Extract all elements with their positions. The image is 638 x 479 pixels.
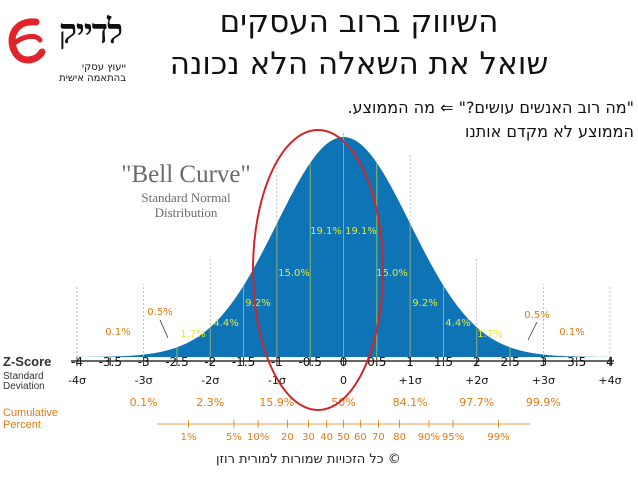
band-percent-label: 15.0%: [278, 268, 310, 279]
band-percent-label: 0.5%: [524, 310, 549, 321]
subtitle-line1: "מה רוב האנשים עושים?" ⇐ מה הממוצע.: [347, 98, 634, 117]
sd-row-label-line1: Standard: [3, 371, 44, 382]
sd-tick-label: +2σ: [465, 374, 488, 387]
cumulative-tick-label: 97.7%: [459, 396, 494, 409]
band-percent-label: 4.4%: [445, 318, 470, 329]
percentile-tick-label: 30: [302, 432, 315, 443]
logo-swirl-icon: [8, 18, 46, 64]
axis-layer: [71, 357, 614, 428]
percentile-tick-label: 5%: [226, 432, 242, 443]
sd-row-label-line2: Deviation: [3, 381, 45, 392]
band-percent-label: 19.1%: [310, 226, 342, 237]
sd-tick-label: -2σ: [201, 374, 219, 387]
zscore-tick-label: 3: [540, 355, 548, 369]
chart-subtitle-line2: Distribution: [155, 205, 218, 220]
page-title-line1: השיווק ברוב העסקים: [219, 4, 499, 40]
band-percent-label: 0.1%: [105, 327, 130, 338]
band-percent-label: 9.2%: [412, 298, 437, 309]
highlight-circle: [252, 129, 384, 411]
copyright-footer: © כל הזכויות שמורות למורית רוזן: [216, 452, 401, 467]
subtitle-line2: הממוצע לא מקדם אותנו: [464, 122, 634, 141]
logo-tagline: ייעוץ עסקי בהתאמה אישית: [8, 62, 126, 84]
zscore-tick-label: 0: [340, 355, 348, 369]
percentile-tick-label: 80: [393, 432, 406, 443]
zscore-row-label: Z-Score: [3, 354, 51, 369]
zscore-tick-label: -4: [71, 355, 83, 369]
cumulative-row-label-line1: Cumulative: [3, 407, 58, 419]
page-title-line2: שואל את השאלה הלא נכונה: [169, 46, 549, 82]
sd-tick-label: +3σ: [532, 374, 555, 387]
zscore-tick-label: -2.5: [165, 355, 188, 369]
sd-tick-label: +1σ: [399, 374, 422, 387]
logo: לדייק ייעוץ עסקי בהתאמה אישית: [6, 4, 126, 84]
cumulative-tick-label: 84.1%: [393, 396, 428, 409]
zscore-tick-label: 2.5: [501, 355, 520, 369]
label-layer: 0.1% 0.5% 1.7% 4.4% 9.2% 15.0% 19.1% 19.1% 15.0%…: [3, 226, 622, 443]
zscore-tick-label: -1.5: [232, 355, 255, 369]
zscore-tick-label: 4: [606, 355, 614, 369]
percentile-tick-label: 90%: [418, 432, 440, 443]
percentile-tick-label: 70: [372, 432, 385, 443]
zscore-tick-label: 1: [406, 355, 414, 369]
percentile-tick-label: 50: [337, 432, 350, 443]
percentile-tick-label: 95%: [442, 432, 464, 443]
cumulative-tick-label: 2.3%: [196, 396, 224, 409]
band-percent-label: 0.1%: [559, 327, 584, 338]
zscore-tick-label: -1: [271, 355, 283, 369]
zscore-tick-label: 1.5: [434, 355, 453, 369]
percentile-tick-label: 20: [281, 432, 294, 443]
cumulative-row-label-line2: Percent: [3, 419, 41, 431]
sd-tick-label: +4σ: [598, 374, 621, 387]
percentile-tick-label: 10%: [247, 432, 269, 443]
band-percent-label: 4.4%: [213, 318, 238, 329]
logo-name: לדייק: [58, 12, 123, 52]
zscore-tick-label: 0.5: [367, 355, 386, 369]
sd-tick-label: -1σ: [268, 374, 286, 387]
percentile-tick-label: 60: [354, 432, 367, 443]
band-percent-label: 9.2%: [245, 298, 270, 309]
cumulative-tick-label: 50%: [331, 396, 355, 409]
percentile-tick-label: 99%: [487, 432, 509, 443]
sd-tick-label: 0: [340, 374, 347, 387]
zscore-tick-label: 3.5: [567, 355, 586, 369]
zscore-tick-label: -2: [204, 355, 216, 369]
logo-tagline-line2: בהתאמה אישית: [59, 73, 126, 84]
band-layer: [76, 133, 611, 357]
zscore-tick-label: -3.5: [99, 355, 122, 369]
logo-tagline-line1: ייעוץ עסקי: [81, 62, 126, 73]
band-percent-label: 19.1%: [345, 226, 377, 237]
pointer-arrow-line: [527, 321, 538, 341]
band-percent-label: 15.0%: [376, 268, 408, 279]
zscore-tick-label: -0.5: [298, 355, 321, 369]
chart-title: "Bell Curve": [121, 161, 250, 188]
zscore-tick-label: 2: [473, 355, 481, 369]
cumulative-tick-label: 99.9%: [526, 396, 561, 409]
cumulative-tick-label: 15.9%: [259, 396, 294, 409]
band-percent-label: 1.7%: [477, 329, 502, 340]
chart-subtitle-line1: Standard Normal: [141, 190, 231, 205]
pointer-arrow-line: [159, 319, 169, 339]
band-percent-label: 1.7%: [180, 329, 205, 340]
sd-tick-label: -3σ: [135, 374, 153, 387]
cumulative-tick-label: 0.1%: [130, 396, 158, 409]
zscore-tick-label: -3: [138, 355, 150, 369]
percentile-tick-label: 40: [320, 432, 333, 443]
band-percent-label: 0.5%: [147, 307, 172, 318]
sd-tick-label: -4σ: [68, 374, 86, 387]
percentile-tick-label: 1%: [181, 432, 197, 443]
